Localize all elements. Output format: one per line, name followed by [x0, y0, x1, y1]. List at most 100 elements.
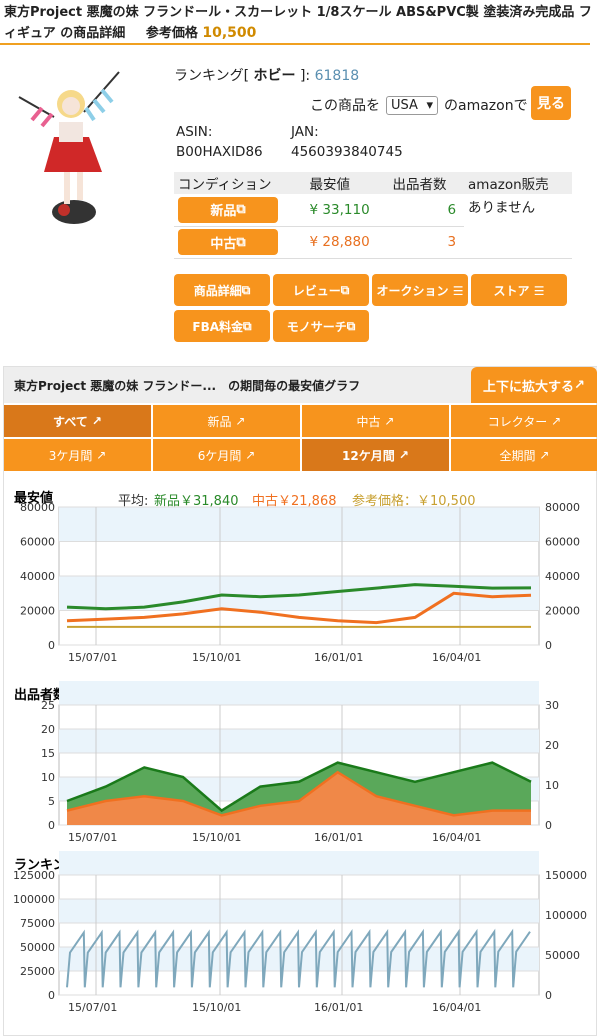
external-link-icon: ⧉ [236, 234, 246, 250]
tab-collector[interactable]: コレクター ↗ [451, 405, 597, 437]
y-tick-label: 80000 [20, 501, 55, 514]
external-link-icon: ⧉ [236, 202, 246, 218]
y-tick-label: 125000 [13, 869, 55, 882]
series-line-0 [66, 583, 532, 611]
expand-graph-button[interactable]: 上下に拡大する ↗ [471, 367, 597, 403]
graph-title: 東方Project 悪魔の妹 フランドー... の期間毎の最安値グラフ [14, 379, 361, 393]
title-divider [0, 43, 590, 45]
tab-new[interactable]: 新品 ↗ [153, 405, 302, 437]
product-image[interactable] [14, 62, 124, 232]
avg-label: 平均: [118, 494, 148, 509]
region-select[interactable]: USA ▾ [386, 95, 438, 115]
graph-header: 東方Project 悪魔の妹 フランドー... の期間毎の最安値グラフ 上下に拡… [4, 367, 597, 403]
used-seller-count: 3 [388, 226, 465, 259]
plot-band [59, 851, 539, 875]
x-tick-label: 16/01/01 [314, 1001, 363, 1014]
series-line-1 [66, 591, 532, 625]
x-tick-label: 15/10/01 [192, 1001, 241, 1014]
y2-tick-label: 30 [545, 699, 559, 712]
y-tick-label: 10 [41, 771, 55, 784]
y-tick-label: 15 [41, 747, 55, 760]
x-tick-label: 15/07/01 [68, 831, 117, 844]
amazon-region-line: この商品を USA ▾ のamazonで [310, 95, 528, 115]
trend-icon: ↗ [245, 448, 256, 462]
x-tick-label: 15/07/01 [68, 1001, 117, 1014]
view-on-amazon-button[interactable]: 見る [531, 86, 571, 120]
plot-band [59, 899, 539, 923]
tab-used[interactable]: 中古 ↗ [302, 405, 451, 437]
review-button[interactable]: レビュー ⧉ [273, 274, 369, 306]
monosearch-button[interactable]: モノサーチ ⧉ [273, 310, 369, 342]
new-lowest-price: ¥ 33,110 [305, 194, 389, 227]
tab-used-label: 中古 [356, 414, 381, 429]
price-graph-panel: 東方Project 悪魔の妹 フランドー... の期間毎の最安値グラフ 上下に拡… [3, 366, 597, 1036]
x-tick-label: 16/04/01 [432, 1001, 481, 1014]
y-tick-label: 20000 [20, 605, 55, 618]
ranking-category: ホビー [253, 68, 296, 84]
graph-tabs: すべて ↗ 新品 ↗ 中古 ↗ コレクター ↗ 3ケ月間 ↗ 6ケ月間 ↗ 12… [4, 405, 597, 473]
external-link-icon: ⧉ [340, 282, 350, 297]
condition-table-header: コンディション 最安値 出品者数 amazon販売 [174, 172, 572, 194]
product-detail-button[interactable]: 商品詳細 ⧉ [174, 274, 270, 306]
fba-fee-button[interactable]: FBA料金 ⧉ [174, 310, 270, 342]
tab-all[interactable]: すべて ↗ [4, 405, 153, 437]
trend-icon: ↗ [398, 448, 409, 462]
external-link-icon: ⧉ [241, 282, 251, 297]
y2-tick-label: 100000 [545, 909, 587, 922]
y-tick-label: 50000 [20, 941, 55, 954]
x-tick-label: 16/01/01 [314, 831, 363, 844]
product-action-buttons: 商品詳細 ⧉ レビュー ⧉ オークション ☰ ストア ☰ FBA料金 ⧉ モノサーチ ⧉ [174, 274, 574, 342]
header-condition: コンディション [174, 172, 306, 194]
type-tab-row: すべて ↗ 新品 ↗ 中古 ↗ コレクター ↗ [4, 405, 597, 437]
jan-label: JAN: [291, 124, 319, 140]
store-button[interactable]: ストア ☰ [471, 274, 567, 306]
condition-table: コンディション 最安値 出品者数 amazon販売 新品 ⧉ ¥ 33,110 6… [174, 172, 572, 259]
tab-new-label: 新品 [207, 414, 232, 429]
used-condition-button[interactable]: 中古 ⧉ [178, 229, 278, 255]
chevron-down-icon: ▾ [426, 97, 433, 113]
y-tick-label: 5 [48, 795, 55, 808]
y2-tick-label: 10 [545, 779, 559, 792]
y-tick-label: 75000 [20, 917, 55, 930]
header-seller-count: 出品者数 [388, 172, 465, 194]
tab-all-label: すべて [53, 414, 88, 429]
y-tick-label: 60000 [20, 536, 55, 549]
tab-6-months[interactable]: 6ケ月間 ↗ [153, 439, 302, 471]
page-title: 東方Project 悪魔の妹 フランドール・スカーレット 1/8スケール ABS… [4, 3, 592, 44]
y2-tick-label: 0 [545, 989, 552, 1002]
product-title: 東方Project 悪魔の妹 フランドール・スカーレット 1/8スケール ABS… [4, 5, 592, 41]
plot-band [59, 681, 539, 705]
used-condition-label: 中古 [210, 236, 237, 252]
y-tick-label: 0 [48, 639, 55, 652]
x-tick-label: 16/04/01 [432, 651, 481, 664]
amazon-sales-value: ありません [464, 194, 572, 259]
buy-suffix: のamazonで [444, 98, 528, 114]
fba-fee-label: FBA料金 [192, 319, 244, 334]
y-tick-label: 0 [48, 819, 55, 832]
tab-3-months[interactable]: 3ケ月間 ↗ [4, 439, 153, 471]
table-row: 新品 ⧉ ¥ 33,110 6 ありません [174, 194, 572, 259]
y-tick-label: 0 [48, 989, 55, 1002]
x-tick-label: 15/10/01 [192, 651, 241, 664]
expand-label: 上下に拡大する [483, 379, 575, 395]
new-condition-button[interactable]: 新品 ⧉ [178, 196, 278, 223]
ranking-line: ランキング[ ホビー ]: 61818 [174, 65, 359, 85]
y2-tick-label: 20000 [545, 605, 580, 618]
y-tick-label: 100000 [13, 893, 55, 906]
auction-button[interactable]: オークション ☰ [372, 274, 468, 306]
y2-tick-label: 60000 [545, 536, 580, 549]
trend-icon: ↗ [235, 414, 246, 428]
ranking-value: 61818 [314, 68, 360, 84]
trend-icon: ↗ [574, 377, 585, 393]
reference-price: 10,500 [202, 25, 257, 41]
x-tick-label: 16/01/01 [314, 651, 363, 664]
asin-value: B00HAXID86 [176, 144, 263, 160]
new-condition-label: 新品 [210, 204, 237, 220]
tab-12-months[interactable]: 12ケ月間 ↗ [302, 439, 451, 471]
review-label: レビュー [292, 283, 341, 298]
series-line-0 [66, 761, 532, 813]
tab-6-months-label: 6ケ月間 [197, 448, 242, 463]
avg-new: 新品￥31,840 [154, 493, 239, 509]
tab-all-period[interactable]: 全期間 ↗ [451, 439, 597, 471]
trend-icon: ↗ [384, 414, 395, 428]
